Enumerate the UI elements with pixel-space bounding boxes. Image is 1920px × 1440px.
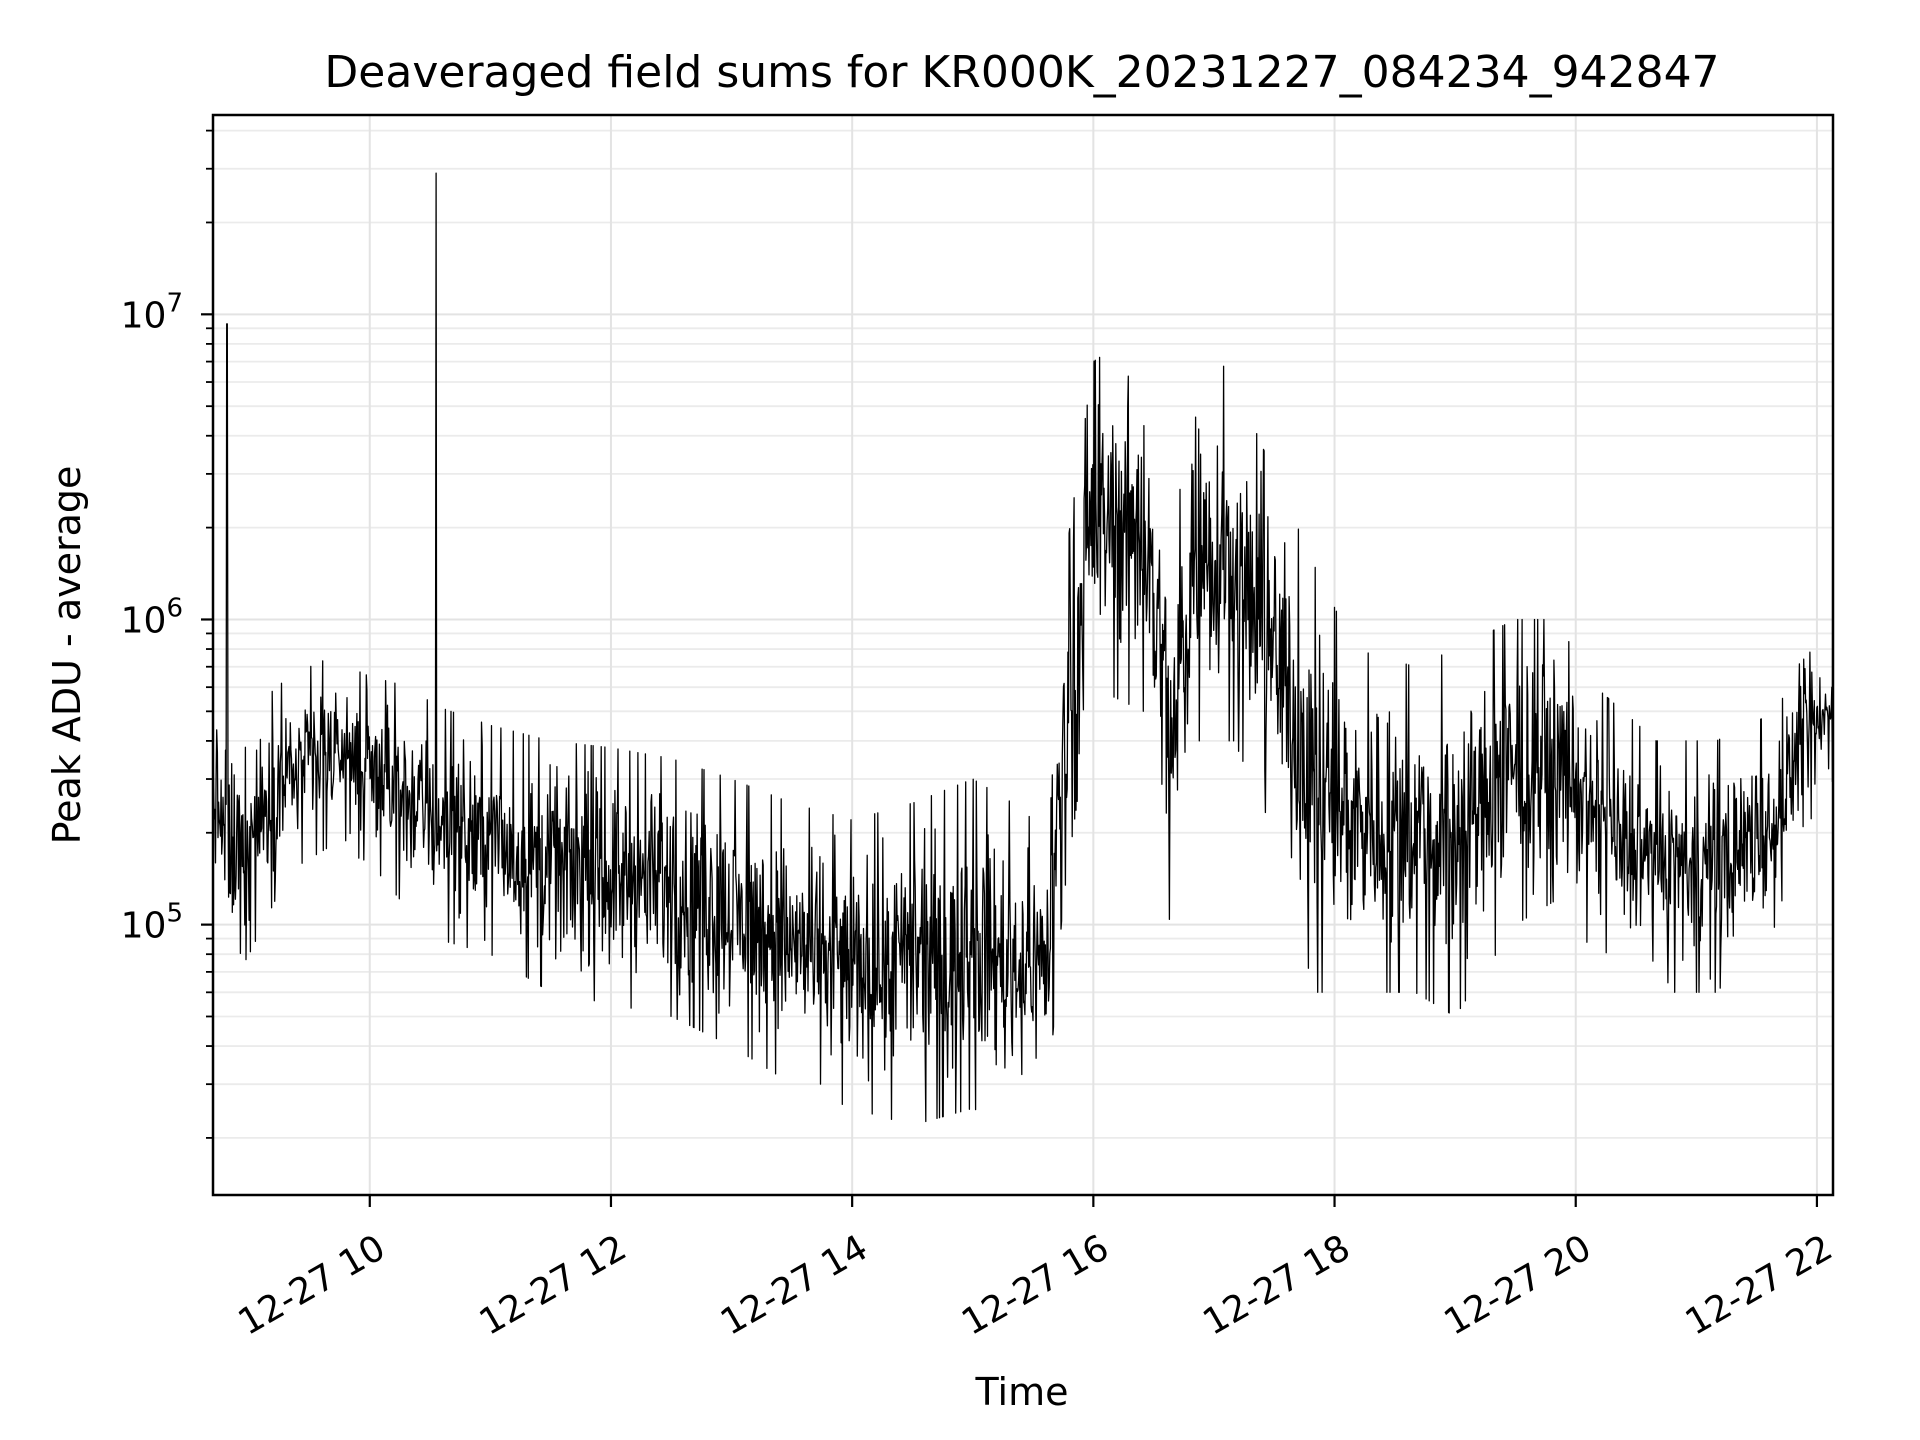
y-axis-title: Peak ADU - average (45, 466, 89, 845)
x-tick-label: 12-27 10 (232, 1227, 393, 1343)
x-tick-label: 12-27 20 (1438, 1227, 1599, 1343)
ticks: 105 106 107 12-27 10 12-27 12 12-27 14 12-27 1… (121, 129, 1840, 1344)
plot-frame (211, 113, 1835, 1197)
x-axis-title: Time (975, 1370, 1069, 1414)
x-tick-label: 12-27 22 (1679, 1227, 1840, 1343)
series-path (212, 172, 1834, 1123)
y-tick-label: 105 (121, 899, 183, 947)
grid (213, 115, 1833, 1195)
y-tick-label: 106 (121, 593, 183, 641)
chart-title: Deaveraged field sums for KR000K_2023122… (324, 47, 1719, 98)
x-tick-label: 12-27 14 (714, 1227, 875, 1343)
y-tick-label: 107 (121, 288, 183, 336)
series-line (212, 172, 1834, 1123)
x-tick-label: 12-27 12 (473, 1227, 634, 1343)
x-tick-label: 12-27 18 (1196, 1227, 1357, 1343)
x-tick-label: 12-27 16 (955, 1227, 1116, 1343)
